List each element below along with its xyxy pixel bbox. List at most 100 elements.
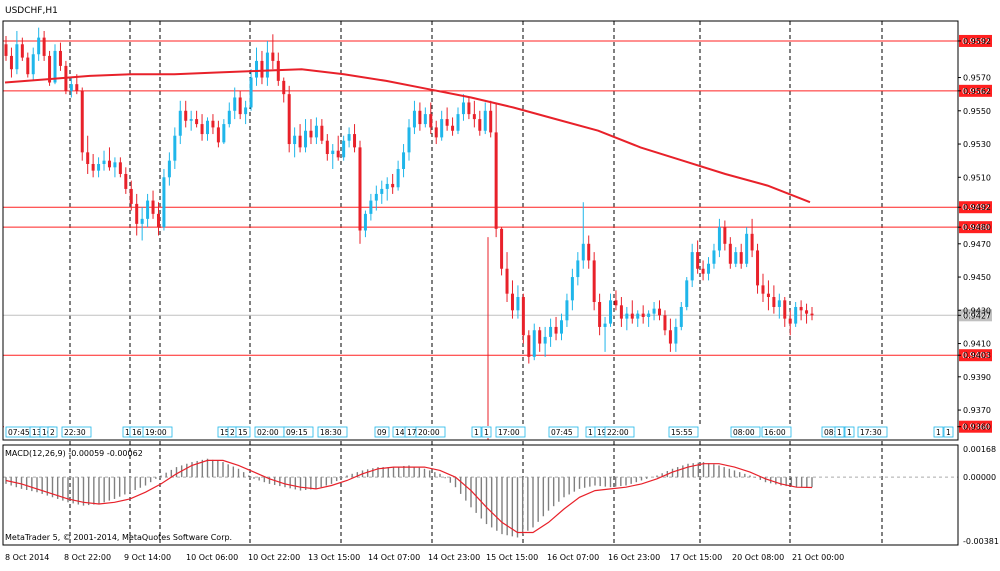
x-axis-tick-label: 8 Oct 2014 (5, 553, 49, 562)
session-mark-text: 16 (132, 428, 142, 437)
candle-body (293, 135, 297, 145)
candle-body (227, 110, 231, 125)
candle-body (309, 130, 313, 138)
x-axis-tick-label: 15 Oct 15:00 (486, 553, 538, 562)
session-mark-box (415, 426, 446, 438)
session-mark-text: 15:55 (671, 428, 693, 437)
candle-body (233, 97, 237, 111)
y-axis-tick-label: 0.9510 (963, 173, 991, 182)
candle-body (500, 228, 504, 269)
session-mark-box (761, 426, 792, 438)
candle-body (53, 50, 57, 83)
candle-body (777, 300, 781, 307)
session-mark-box (943, 426, 954, 438)
candle-body (412, 110, 416, 128)
candle-body (532, 330, 536, 357)
candle-body (603, 323, 607, 327)
candle-body (538, 330, 542, 344)
candle-body (440, 119, 444, 138)
candle-body (102, 160, 106, 164)
session-mark-box (471, 426, 482, 438)
candle-body (559, 320, 563, 334)
candle-body (685, 280, 689, 307)
candle-body (244, 107, 248, 115)
candle-body (42, 37, 46, 56)
candle-body (91, 163, 95, 171)
session-mark-text: 17:00 (498, 428, 520, 437)
candle-body (527, 335, 531, 357)
session-mark-text: 17 (407, 428, 417, 437)
candle-body (363, 213, 367, 231)
x-axis-tick-label: 20 Oct 08:00 (732, 553, 784, 562)
candle-body (734, 252, 738, 264)
candle-body (799, 306, 803, 311)
y-axis-tick-label: 0.9530 (963, 140, 991, 149)
candle-body (701, 268, 705, 274)
candle-body (794, 306, 798, 324)
candle-body (75, 84, 79, 91)
session-mark-box (374, 426, 390, 438)
candle-body (407, 127, 411, 153)
session-mark-text: 1 (936, 428, 941, 437)
x-axis-tick-label: 13 Oct 15:00 (308, 553, 360, 562)
session-mark-box (283, 426, 314, 438)
x-axis-tick-label: 8 Oct 22:00 (64, 553, 111, 562)
candle-body (216, 127, 220, 143)
session-mark-text: 15 (238, 428, 248, 437)
y-axis-tick-label: 0.9360 (963, 423, 991, 432)
session-mark-text: 08:0 (824, 428, 841, 437)
x-axis-tick-label: 9 Oct 14:00 (124, 553, 171, 562)
level-price-tag-text: 0.9360 (962, 423, 990, 432)
session-mark-box (495, 426, 526, 438)
y-axis-tick-label: 0.9470 (963, 240, 991, 249)
session-mark-box (668, 426, 699, 438)
session-mark-box (844, 426, 855, 438)
candle-body (423, 114, 427, 125)
candle-body (282, 80, 286, 95)
candle-body (260, 60, 264, 78)
x-axis-tick-label: 16 Oct 23:00 (608, 553, 660, 562)
candle-body (750, 233, 754, 251)
candle-body (451, 125, 455, 131)
candle-body (674, 326, 678, 344)
candle-body (331, 150, 335, 155)
candle-body (483, 110, 487, 131)
session-mark-box (47, 426, 58, 438)
candle-body (717, 227, 721, 251)
price-panel-frame (2, 20, 959, 441)
level-price-tag (959, 420, 992, 433)
session-mark-text: 07:45 (551, 428, 573, 437)
session-mark-text: 13 (32, 428, 42, 437)
candle-body (265, 52, 269, 78)
candle-body (587, 243, 591, 261)
x-axis-tick-label: 10 Oct 06:00 (186, 553, 238, 562)
candle-body (255, 60, 259, 78)
session-mark-box (933, 426, 944, 438)
candle-body (369, 200, 373, 214)
session-mark-box (730, 426, 761, 438)
copyright-text: MetaTrader 5, © 2001-2014, MetaQuotes So… (5, 533, 232, 542)
candle-body (173, 135, 177, 161)
candle-body (314, 125, 318, 138)
candle-body (609, 300, 612, 324)
session-mark-text: 20:00 (418, 428, 440, 437)
candle-body (478, 119, 482, 131)
candle-body (26, 57, 30, 75)
candle-body (625, 313, 629, 319)
x-axis-tick-label: 10 Oct 22:00 (248, 553, 300, 562)
candle-body (505, 268, 509, 294)
y-axis-tick-label: 0.9562 (963, 87, 991, 96)
x-axis-tick-label: 17 Oct 15:00 (670, 553, 722, 562)
session-mark-text: 18:30 (320, 428, 342, 437)
candle-body (663, 315, 667, 331)
candle-body (521, 297, 525, 336)
candle-body (325, 140, 329, 155)
x-axis-tick-label: 14 Oct 07:00 (368, 553, 420, 562)
candle-body (184, 110, 188, 121)
candle-body (554, 326, 558, 334)
macd-signal-line (5, 459, 813, 534)
y-axis-tick-label: 0.9430 (963, 306, 991, 315)
session-mark-box (834, 426, 845, 438)
